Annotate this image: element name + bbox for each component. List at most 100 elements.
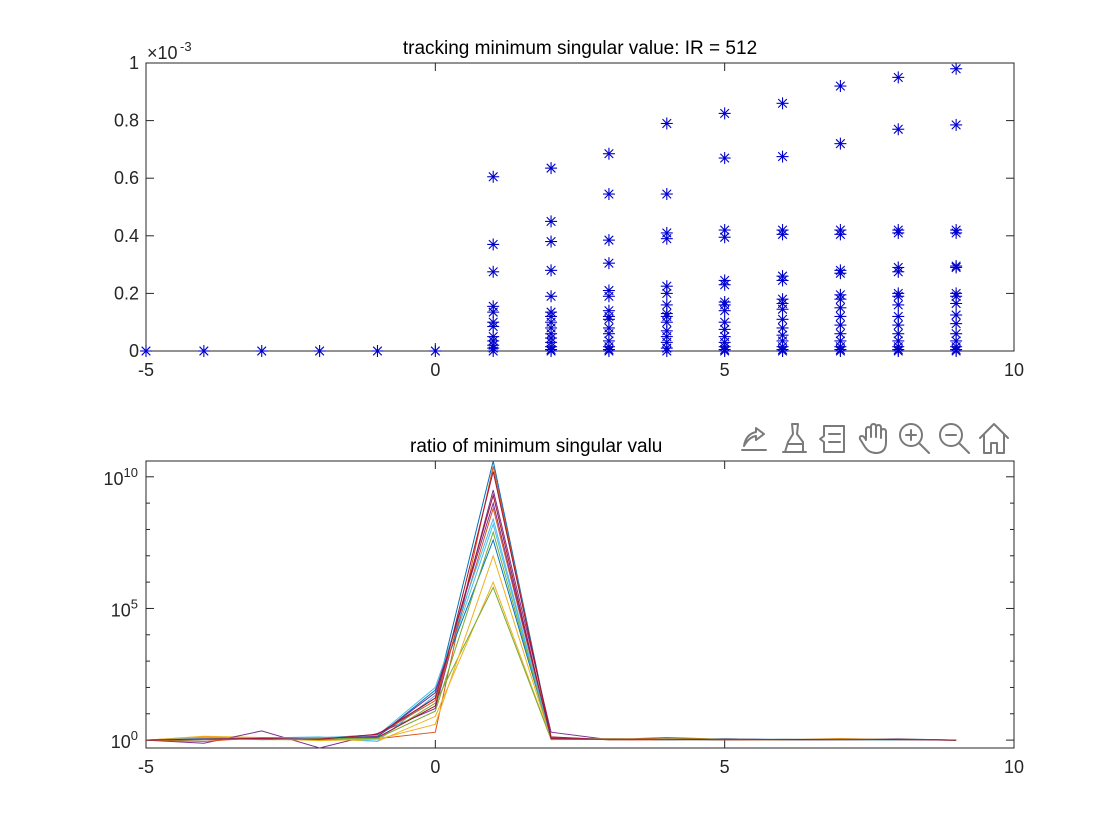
scatter-point bbox=[892, 345, 905, 357]
scatter-point bbox=[660, 232, 673, 245]
scatter-point bbox=[892, 298, 905, 311]
scatter-point bbox=[313, 345, 326, 357]
top-x-tick-label: -5 bbox=[138, 360, 154, 380]
scatter-point bbox=[545, 264, 558, 277]
scatter-point bbox=[197, 345, 210, 357]
scatter-point bbox=[950, 261, 963, 274]
scatter-point bbox=[718, 231, 731, 244]
scatter-point bbox=[776, 150, 789, 163]
scatter-point bbox=[718, 316, 731, 329]
scatter-point bbox=[950, 345, 963, 357]
bottom-axes-series bbox=[145, 460, 957, 749]
scatter-point bbox=[776, 228, 789, 241]
pan-icon[interactable] bbox=[856, 420, 892, 456]
scatter-point bbox=[834, 267, 847, 280]
scatter-point bbox=[602, 257, 615, 270]
scatter-point bbox=[718, 304, 731, 317]
scatter-point bbox=[834, 228, 847, 241]
bottom-x-tick-label: 0 bbox=[430, 757, 440, 777]
scatter-point bbox=[602, 188, 615, 201]
scatter-point bbox=[892, 123, 905, 136]
scatter-point bbox=[950, 226, 963, 239]
top-y-tick-label: 0.8 bbox=[114, 111, 139, 131]
zoom-in-icon[interactable] bbox=[896, 420, 932, 456]
bottom-axes-tick-labels: -5 0 5 10 100 105 1010 bbox=[104, 465, 1025, 777]
scatter-point bbox=[487, 345, 500, 357]
scatter-point bbox=[545, 290, 558, 303]
scatter-point bbox=[892, 265, 905, 278]
bottom-x-tick-label: 5 bbox=[720, 757, 730, 777]
scatter-point bbox=[660, 117, 673, 130]
scatter-point bbox=[834, 137, 847, 150]
scatter-point bbox=[255, 345, 268, 357]
scatter-point bbox=[892, 226, 905, 239]
scatter-point bbox=[487, 320, 500, 333]
scatter-point bbox=[776, 274, 789, 287]
scatter-point bbox=[776, 345, 789, 357]
top-y-tick-label: 1 bbox=[129, 53, 139, 73]
scatter-point bbox=[834, 301, 847, 314]
scatter-point bbox=[487, 265, 500, 278]
bottom-axes: -5 0 5 10 100 105 1010 ratio of minimum singul… bbox=[104, 436, 1025, 777]
scatter-point bbox=[834, 80, 847, 93]
top-x-tick-label: 0 bbox=[430, 360, 440, 380]
scatter-point bbox=[487, 238, 500, 251]
zoom-out-icon[interactable] bbox=[936, 420, 972, 456]
scatter-point bbox=[371, 345, 384, 357]
bottom-x-tick-label: 10 bbox=[1004, 757, 1024, 777]
scatter-point bbox=[834, 345, 847, 357]
home-icon[interactable] bbox=[976, 420, 1012, 456]
top-axes-exponent-power: -3 bbox=[180, 39, 192, 54]
scatter-point bbox=[602, 234, 615, 247]
scatter-point bbox=[660, 287, 673, 300]
top-y-tick-label: 0.2 bbox=[114, 283, 139, 303]
scatter-point bbox=[602, 147, 615, 160]
scatter-point bbox=[950, 309, 963, 321]
scatter-point bbox=[950, 327, 963, 340]
top-x-tick-label: 10 bbox=[1004, 360, 1024, 380]
brush-icon[interactable] bbox=[776, 420, 812, 456]
top-y-tick-label: 0.4 bbox=[114, 226, 139, 246]
scatter-point bbox=[429, 345, 442, 357]
scatter-point bbox=[718, 278, 731, 291]
bottom-x-tick-label: -5 bbox=[138, 757, 154, 777]
axes-toolbar bbox=[736, 420, 1012, 456]
bottom-chart-title: ratio of minimum singular valu bbox=[410, 436, 662, 457]
top-axes-ticks bbox=[145, 62, 1015, 352]
scatter-point bbox=[487, 306, 500, 319]
scatter-point bbox=[950, 297, 963, 310]
scatter-point bbox=[487, 170, 500, 183]
scatter-point bbox=[718, 152, 731, 165]
bottom-axes-box bbox=[145, 460, 1015, 749]
scatter-point bbox=[892, 71, 905, 84]
bottom-y-tick-label: 100 bbox=[111, 728, 138, 752]
top-x-tick-label: 5 bbox=[720, 360, 730, 380]
scatter-point bbox=[140, 345, 152, 357]
scatter-point bbox=[545, 162, 558, 175]
scatter-point bbox=[602, 345, 615, 357]
ratio-series-line bbox=[145, 493, 957, 741]
scatter-point bbox=[950, 118, 963, 131]
data-tips-icon[interactable] bbox=[816, 420, 852, 456]
scatter-point bbox=[545, 235, 558, 248]
scatter-point bbox=[718, 345, 731, 357]
export-icon[interactable] bbox=[736, 420, 772, 456]
scatter-point bbox=[602, 290, 615, 303]
scatter-point bbox=[718, 107, 731, 120]
scatter-point bbox=[660, 280, 673, 293]
bottom-y-tick-label: 105 bbox=[111, 596, 138, 620]
scatter-point bbox=[660, 345, 673, 357]
scatter-point bbox=[776, 97, 789, 110]
scatter-point bbox=[545, 345, 558, 357]
top-axes-box bbox=[145, 62, 1015, 352]
top-y-tick-label: 0.6 bbox=[114, 168, 139, 188]
bottom-y-tick-label: 1010 bbox=[104, 465, 139, 489]
top-axes-markers bbox=[140, 62, 963, 357]
scatter-point bbox=[776, 303, 789, 316]
top-chart-title: tracking minimum singular value: IR = 51… bbox=[403, 38, 757, 59]
scatter-point bbox=[718, 323, 731, 336]
scatter-point bbox=[660, 188, 673, 201]
